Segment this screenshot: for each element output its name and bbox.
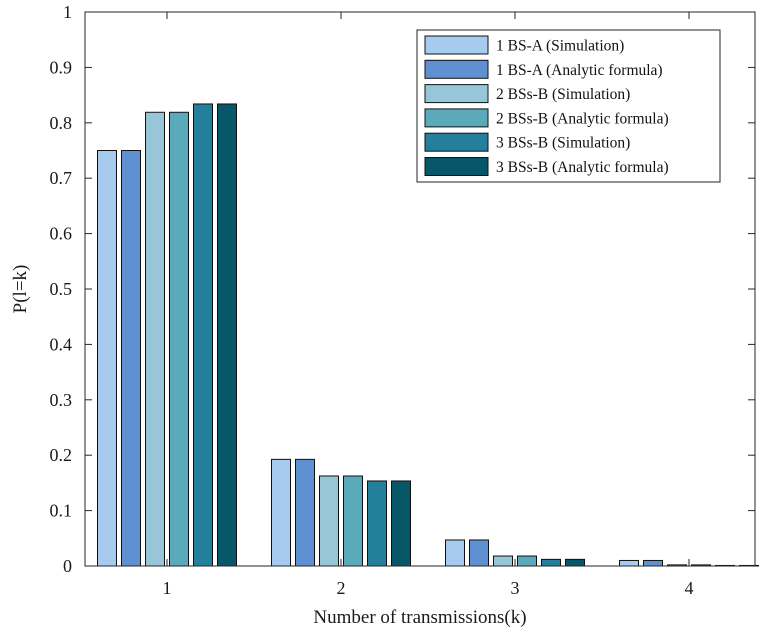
legend: 1 BS-A (Simulation) 1 BS-A (Analytic form… — [416, 29, 721, 183]
ticks-layer: 0 0.1 0.2 0.3 0.4 0.5 0.6 0.7 0.8 0.9 1 1 2 3 4 — [50, 2, 755, 598]
x-tick-label: 3 — [511, 578, 520, 598]
y-tick-label: 0 — [63, 556, 72, 576]
legend-swatch-1 — [424, 35, 489, 55]
bars-layer — [97, 103, 759, 567]
legend-swatch-5 — [424, 132, 489, 152]
bar-1-k3 — [445, 539, 465, 567]
y-tick-label: 0.3 — [50, 390, 73, 410]
bar-6-k2 — [391, 480, 411, 567]
bar-1-k2 — [271, 458, 291, 567]
bar-5-k2 — [367, 480, 387, 567]
bar-4-k1 — [169, 111, 189, 567]
x-axis-label: Number of transmissions(k) — [313, 607, 526, 628]
y-tick-label: 0.1 — [50, 501, 73, 521]
bar-5-k3 — [541, 558, 561, 567]
legend-label-5: 3 BSs-B (Simulation) — [496, 135, 630, 152]
legend-box — [416, 29, 721, 183]
legend-items: 1 BS-A (Simulation) 1 BS-A (Analytic form… — [424, 35, 669, 176]
bar-3-k3 — [493, 555, 513, 567]
bar-4-k2 — [343, 475, 363, 567]
x-tick-label: 1 — [163, 578, 172, 598]
y-tick-label: 0.4 — [50, 334, 73, 354]
y-tick-label: 0.2 — [50, 445, 73, 465]
bar-1-k1 — [97, 150, 117, 567]
bar-3-k1 — [145, 111, 165, 567]
bar-3-k2 — [319, 475, 339, 567]
legend-label-1: 1 BS-A (Simulation) — [496, 38, 624, 55]
x-tick-label: 2 — [337, 578, 346, 598]
y-tick-label: 0.5 — [50, 279, 73, 299]
y-tick-label: 0.6 — [50, 224, 73, 244]
y-tick-label: 0.9 — [50, 57, 73, 77]
y-axis-label: P(l=k) — [10, 265, 31, 314]
bar-2-k4 — [643, 559, 663, 567]
bar-1-k4 — [619, 559, 639, 567]
legend-label-6: 3 BSs-B (Analytic formula) — [496, 159, 669, 176]
legend-label-4: 2 BSs-B (Analytic formula) — [496, 110, 669, 127]
bar-6-k1 — [217, 103, 237, 567]
y-tick-label: 1 — [63, 2, 72, 22]
bar-5-k1 — [193, 103, 213, 567]
legend-label-2: 1 BS-A (Analytic formula) — [496, 62, 663, 79]
x-tick-label: 4 — [685, 578, 694, 598]
legend-label-3: 2 BSs-B (Simulation) — [496, 86, 630, 103]
legend-swatch-6 — [424, 157, 489, 176]
bar-2-k3 — [469, 539, 489, 567]
bar-2-k1 — [121, 150, 141, 567]
y-tick-label: 0.8 — [50, 113, 73, 133]
y-tick-label: 0.7 — [50, 168, 73, 188]
legend-swatch-4 — [424, 108, 489, 128]
legend-swatch-2 — [424, 59, 489, 79]
bar-6-k3 — [565, 558, 585, 567]
legend-swatch-3 — [424, 84, 489, 104]
bar-2-k2 — [295, 458, 315, 567]
bar-4-k3 — [517, 555, 537, 567]
